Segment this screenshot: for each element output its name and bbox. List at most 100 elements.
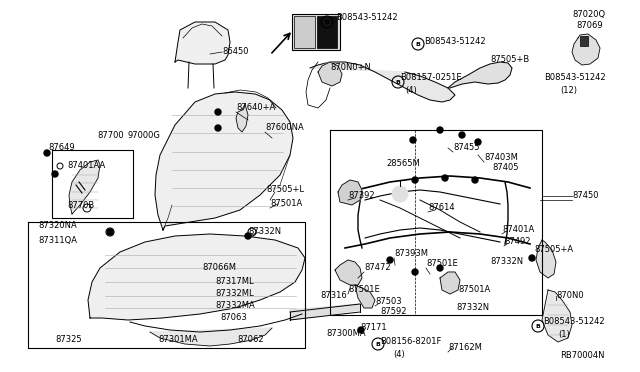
Polygon shape: [150, 328, 272, 346]
Polygon shape: [236, 104, 248, 132]
Text: 87332N: 87332N: [456, 304, 489, 312]
Text: B: B: [324, 19, 330, 25]
Polygon shape: [155, 92, 293, 230]
Text: B: B: [415, 42, 420, 46]
Text: 87311QA: 87311QA: [38, 235, 77, 244]
Text: 87640+A: 87640+A: [236, 103, 275, 112]
Text: 87614: 87614: [428, 203, 454, 212]
Circle shape: [410, 137, 416, 143]
Text: (4): (4): [405, 86, 417, 94]
Text: 28565M: 28565M: [386, 160, 420, 169]
Circle shape: [44, 150, 50, 156]
Circle shape: [475, 139, 481, 145]
Circle shape: [392, 186, 408, 202]
Text: 87325: 87325: [55, 336, 82, 344]
Circle shape: [107, 229, 113, 235]
Text: 87069: 87069: [576, 22, 603, 31]
Text: 87332MA: 87332MA: [215, 301, 255, 311]
Circle shape: [437, 265, 443, 271]
Polygon shape: [572, 34, 600, 65]
Circle shape: [459, 132, 465, 138]
Text: 87492: 87492: [504, 237, 531, 247]
Polygon shape: [355, 285, 375, 308]
Bar: [580, 36, 588, 46]
Circle shape: [387, 257, 393, 263]
Text: 87332N: 87332N: [248, 228, 281, 237]
Text: 87393M: 87393M: [394, 250, 428, 259]
Text: B08543-51242: B08543-51242: [544, 74, 605, 83]
Text: B08156-8201F: B08156-8201F: [380, 337, 442, 346]
Polygon shape: [290, 304, 360, 320]
Circle shape: [437, 127, 443, 133]
Text: 87020Q: 87020Q: [572, 10, 605, 19]
Bar: [294, 16, 315, 48]
Text: 87505+L: 87505+L: [266, 186, 304, 195]
Text: 87505+B: 87505+B: [490, 55, 529, 64]
Text: 87171: 87171: [360, 324, 387, 333]
Text: 8770B: 8770B: [67, 202, 94, 211]
Text: B: B: [536, 324, 540, 328]
Text: 87649: 87649: [48, 144, 75, 153]
Text: 87401A: 87401A: [502, 225, 534, 234]
Text: (1): (1): [558, 330, 570, 339]
Text: 87066M: 87066M: [202, 263, 236, 273]
Polygon shape: [175, 22, 230, 64]
Circle shape: [215, 125, 221, 131]
Text: 87592: 87592: [380, 308, 406, 317]
Text: 87301MA: 87301MA: [158, 336, 198, 344]
Text: B: B: [376, 341, 380, 346]
Circle shape: [52, 171, 58, 177]
Text: 87405: 87405: [492, 164, 518, 173]
Text: B08157-0251E: B08157-0251E: [400, 74, 461, 83]
Text: 87503: 87503: [375, 298, 402, 307]
Text: B08543-51242: B08543-51242: [336, 13, 397, 22]
Text: 87472: 87472: [364, 263, 390, 273]
Text: 87700: 87700: [97, 131, 124, 141]
Polygon shape: [310, 62, 455, 102]
Text: 97000G: 97000G: [127, 131, 160, 141]
Circle shape: [245, 233, 251, 239]
Text: 87317ML: 87317ML: [215, 278, 253, 286]
Circle shape: [412, 269, 418, 275]
Text: B08543-51242: B08543-51242: [543, 317, 605, 327]
Text: 87332ML: 87332ML: [215, 289, 253, 298]
Text: B: B: [396, 80, 401, 84]
Text: 87332N: 87332N: [490, 257, 523, 266]
Text: 87392: 87392: [348, 192, 374, 201]
Circle shape: [215, 109, 221, 115]
Circle shape: [529, 255, 535, 261]
Text: (12): (12): [560, 86, 577, 94]
Text: 87455: 87455: [453, 144, 479, 153]
Text: 87316: 87316: [320, 292, 347, 301]
Polygon shape: [88, 234, 305, 320]
Polygon shape: [536, 240, 556, 278]
Text: 87450: 87450: [572, 192, 598, 201]
Text: 87501E: 87501E: [426, 260, 458, 269]
Text: B08543-51242: B08543-51242: [424, 38, 486, 46]
Text: 870N0+N: 870N0+N: [330, 64, 371, 73]
Circle shape: [472, 177, 478, 183]
Text: (4): (4): [393, 350, 404, 359]
Text: 87403M: 87403M: [484, 154, 518, 163]
Text: 87062: 87062: [237, 336, 264, 344]
Circle shape: [358, 327, 364, 333]
Circle shape: [412, 177, 418, 183]
Text: 870N0: 870N0: [556, 292, 584, 301]
Text: 87505+A: 87505+A: [534, 246, 573, 254]
Text: 86450: 86450: [222, 48, 248, 57]
Text: 87162M: 87162M: [448, 343, 482, 353]
Polygon shape: [69, 160, 100, 214]
Text: 87501A: 87501A: [270, 199, 302, 208]
Text: 87063: 87063: [220, 314, 247, 323]
Text: 87501A: 87501A: [458, 285, 490, 295]
Polygon shape: [448, 62, 512, 88]
Text: 87320NA: 87320NA: [38, 221, 77, 230]
Polygon shape: [335, 260, 362, 285]
Text: 87600NA: 87600NA: [265, 124, 304, 132]
Text: 87300MA: 87300MA: [326, 330, 365, 339]
Bar: [317, 16, 337, 48]
Text: RB70004N: RB70004N: [560, 352, 605, 360]
Text: 87501E: 87501E: [348, 285, 380, 295]
Polygon shape: [318, 62, 342, 86]
Text: 87401AA: 87401AA: [67, 161, 105, 170]
